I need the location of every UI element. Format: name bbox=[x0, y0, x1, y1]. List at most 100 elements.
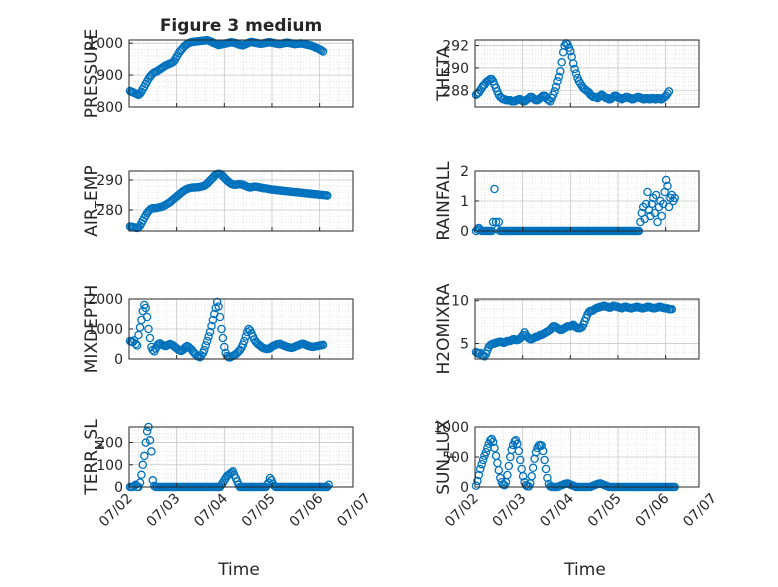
data-point bbox=[551, 82, 561, 92]
data-point bbox=[215, 312, 225, 322]
data-point bbox=[537, 441, 546, 450]
data-point bbox=[324, 480, 333, 490]
x-tick-label: 07/04 bbox=[537, 490, 577, 530]
data-point bbox=[664, 87, 674, 96]
y-tick-label: 292 bbox=[442, 39, 469, 55]
data-point bbox=[647, 199, 657, 209]
data-point bbox=[663, 89, 672, 98]
axes-box bbox=[128, 426, 354, 488]
y-tick-label: 10 bbox=[451, 294, 469, 310]
data-point bbox=[317, 46, 326, 55]
x-tick-label: 07/07 bbox=[334, 491, 374, 531]
subplot-rainfall: 0 1 2 RAINFALL bbox=[434, 161, 700, 241]
data-point bbox=[135, 89, 145, 98]
data-point bbox=[481, 447, 491, 457]
data-point bbox=[540, 455, 549, 465]
data-point bbox=[477, 459, 486, 469]
x-axis-label: Time bbox=[217, 560, 260, 580]
y-tick-label: 0 bbox=[114, 480, 123, 496]
y-tick-label: 500 bbox=[442, 450, 469, 466]
axes-box bbox=[128, 39, 354, 108]
x-tick-label: 07/02 bbox=[96, 491, 136, 531]
y-tick-label: 290 bbox=[442, 61, 469, 77]
y-tick-label: 290 bbox=[96, 173, 123, 189]
data-point bbox=[318, 340, 328, 350]
data-point bbox=[556, 67, 565, 76]
data-point bbox=[140, 451, 149, 461]
data-point bbox=[475, 464, 485, 474]
x-tick-label: 07/06 bbox=[287, 490, 327, 530]
x-tick-label: 07/07 bbox=[680, 491, 720, 531]
data-point bbox=[147, 447, 156, 456]
data-point bbox=[473, 476, 482, 486]
data-point bbox=[218, 333, 228, 343]
data-point bbox=[200, 345, 209, 355]
data-point bbox=[504, 461, 514, 471]
data-point bbox=[568, 59, 578, 68]
y-tick-label: 0 bbox=[114, 352, 123, 368]
data-point bbox=[323, 191, 332, 200]
x-tick-label: 07/03 bbox=[490, 491, 530, 531]
y-tick-label: 0 bbox=[460, 480, 469, 496]
data-point bbox=[653, 217, 662, 227]
data-point bbox=[141, 303, 150, 313]
y-tick-label: 200 bbox=[96, 436, 123, 452]
y-axis-label: THETA bbox=[434, 46, 454, 102]
data-point bbox=[142, 312, 152, 322]
data-point bbox=[554, 72, 564, 82]
data-point bbox=[494, 465, 504, 475]
data-point bbox=[240, 336, 249, 346]
chart-title: Figure 3 medium bbox=[160, 16, 322, 36]
data-point bbox=[516, 455, 525, 465]
data-point bbox=[550, 87, 559, 96]
data-point bbox=[663, 181, 672, 191]
y-axis-label: MIXDEPTH bbox=[82, 285, 102, 374]
y-axis-label: H2OMIXRA bbox=[434, 283, 454, 374]
data-point bbox=[667, 305, 677, 314]
x-tick-label: 07/06 bbox=[633, 490, 673, 530]
x-tick-label: 07/04 bbox=[191, 490, 231, 530]
data-point bbox=[207, 321, 216, 331]
data-point bbox=[570, 64, 579, 74]
x-tick-label: 07/05 bbox=[239, 491, 279, 531]
y-tick-label: 100 bbox=[96, 458, 123, 474]
y-tick-label: 0 bbox=[460, 224, 469, 240]
data-point bbox=[503, 470, 512, 480]
data-point bbox=[135, 478, 145, 487]
data-point bbox=[490, 184, 499, 194]
data-point bbox=[571, 69, 581, 78]
x-tick-label: 07/03 bbox=[144, 491, 184, 531]
data-point bbox=[201, 341, 210, 350]
x-tick-label: 07/05 bbox=[585, 491, 625, 531]
data-point bbox=[145, 436, 155, 445]
data-point bbox=[217, 324, 226, 334]
plot-area bbox=[129, 427, 353, 487]
data-point bbox=[541, 464, 551, 474]
y-tick-label: 288 bbox=[442, 83, 469, 99]
data-point bbox=[212, 297, 222, 307]
data-point bbox=[490, 443, 499, 453]
data-point bbox=[657, 211, 667, 221]
axes-box bbox=[128, 170, 354, 232]
data-point bbox=[538, 446, 548, 456]
data-point bbox=[137, 470, 146, 480]
data-point bbox=[204, 332, 213, 341]
data-point bbox=[553, 77, 562, 86]
data-point bbox=[543, 473, 552, 483]
data-point bbox=[478, 455, 488, 465]
y-tick-label: 280 bbox=[96, 203, 123, 219]
y-axis-label: TERRMSL bbox=[82, 419, 107, 496]
data-point bbox=[142, 427, 152, 436]
data-point bbox=[557, 58, 566, 67]
y-axis-label: SUNFLUX bbox=[434, 419, 459, 495]
data-point bbox=[518, 471, 528, 481]
x-axis-label: Time bbox=[563, 560, 606, 580]
data-point bbox=[527, 471, 536, 481]
